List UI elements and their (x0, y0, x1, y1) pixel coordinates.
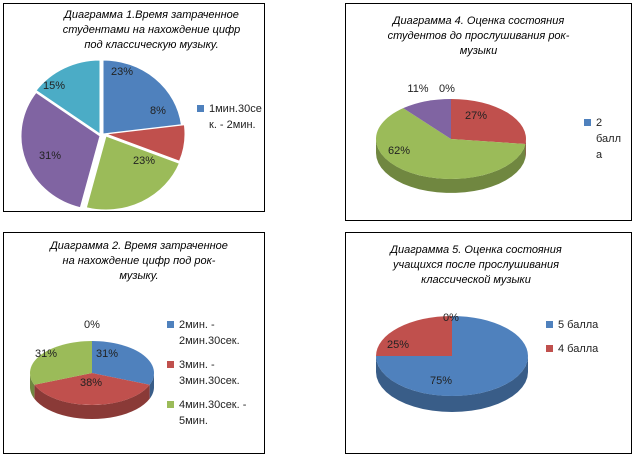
chart-panel-5: Диаграмма 5. Оценка состояния учащихся п… (345, 232, 632, 454)
data-label-3-1: 25% (387, 339, 409, 351)
pie-slice-0-4 (35, 59, 101, 135)
chart-4-pie: 27% 62% 11% 0% (376, 83, 526, 193)
chart-4-title-line-3: музыки (459, 45, 498, 57)
chart-5-title-line-2: учащихся после прослушивания (393, 259, 559, 271)
data-label-0-0: 23% (111, 66, 133, 78)
slice-side-1-1 (376, 139, 526, 193)
legend-text-3-0-0: 5 балла (558, 319, 599, 331)
chart-panel-4: Диаграмма 4. Оценка состояния студентов … (345, 3, 632, 221)
legend-text-2-2-0: 4мин.30сек. - (179, 399, 247, 411)
legend-item-2-1: 3мин. - 3мин.30сек. (167, 357, 263, 389)
chart-2-title-line-3: музыку. (119, 270, 159, 282)
slice-side-1-0 (525, 139, 526, 159)
chart-1-title-line-1: Диаграмма 1.Время затраченное (64, 9, 239, 21)
chart-1-legend: 1мин.30се к. - 2мин. (197, 101, 263, 133)
chart-4-title-line-2: студентов до прослушивания рок- (387, 30, 570, 42)
slice-side-2-0 (149, 373, 154, 399)
data-label-0-2: 23% (133, 155, 155, 167)
chart-2-pie: 31% 38% 31% 0% (29, 319, 155, 419)
legend-swatch-2-0 (167, 321, 174, 328)
data-label-2-2: 31% (35, 348, 57, 360)
data-label-3-0: 75% (430, 375, 452, 387)
chart-5-title-line-3: классической музыки (421, 274, 531, 286)
data-label-2-1: 38% (80, 377, 102, 389)
data-label-0-4: 15% (43, 80, 65, 92)
legend-item-0-0: 1мин.30се к. - 2мин. (197, 101, 263, 133)
legend-text-2-2-1: 5мин. (179, 415, 208, 427)
legend-text-0-0-0: 1мин.30се (209, 103, 262, 115)
legend-item-1-0: 2 балл а (584, 115, 629, 163)
chart-4-legend: 2 балл а (584, 115, 629, 163)
chart-5-title: Диаграмма 5. Оценка состояния учащихся п… (371, 243, 581, 288)
pie-slice-0-2 (85, 135, 181, 211)
chart-4-title: Диаграмма 4. Оценка состояния студентов … (366, 14, 591, 59)
legend-swatch-2-1 (167, 361, 174, 368)
legend-text-2-1-1: 3мин.30сек. (179, 375, 240, 387)
legend-text-1-0-0: 2 (596, 117, 603, 129)
chart-5-title-line-1: Диаграмма 5. Оценка состояния (390, 244, 562, 256)
legend-text-0-0-1: к. - 2мин. (209, 119, 256, 131)
legend-text-2-1-0: 3мин. - (179, 359, 215, 371)
data-label-1-2: 11% (407, 83, 428, 95)
chart-2-legend: 2мин. - 2мин.30сек. 3мин. - 3мин.30сек. 4мин… (167, 317, 263, 429)
legend-swatch-2-2 (167, 401, 174, 408)
data-label-1-0: 27% (465, 110, 487, 122)
data-label-2-3: 0% (84, 319, 100, 331)
legend-item-3-0: 5 балла (546, 317, 626, 333)
data-label-1-3: 0% (439, 83, 455, 95)
legend-text-1-0-1: балл (596, 133, 622, 145)
legend-item-2-0: 2мин. - 2мин.30сек. (167, 317, 263, 349)
pie-slice-2-1 (34, 373, 150, 405)
pie-slice-0-1 (105, 124, 186, 162)
data-label-0-3: 31% (39, 150, 61, 162)
data-label-0-1: 8% (150, 105, 166, 117)
chart-1-pie: 23% 8% 23% 31% 15% (20, 59, 186, 211)
legend-text-2-0-1: 2мин.30сек. (179, 335, 240, 347)
legend-text-3-1-0: 4 балла (558, 343, 599, 355)
chart-1-title-line-3: под классическую музыку. (84, 39, 219, 51)
pie-slice-2-2 (29, 341, 92, 385)
legend-text-1-0-2: а (596, 149, 603, 161)
legend-text-2-0-0: 2мин. - (179, 319, 215, 331)
pie-slice-1-0 (451, 99, 526, 145)
slice-side-2-2 (30, 373, 35, 399)
legend-swatch-3-1 (546, 345, 553, 352)
pie-slice-0-0 (102, 59, 182, 135)
legend-swatch-1-0 (584, 119, 591, 126)
legend-item-3-1: 4 балла (546, 341, 626, 357)
legend-item-2-2: 4мин.30сек. - 5мин. (167, 397, 263, 429)
chart-5-pie: 75% 25% 0% (376, 312, 528, 412)
slice-side-3-0 (376, 356, 528, 412)
chart-2-title-line-2: на нахождение цифр под рок- (62, 255, 216, 267)
slice-side-2-1 (34, 384, 150, 419)
pie-slice-3-1 (376, 316, 452, 356)
chart-1-title: Диаграмма 1.Время затраченное студентами… (44, 8, 259, 53)
chart-1-title-line-2: студентами на нахождение цифр (62, 24, 241, 36)
pie-slice-1-2 (403, 99, 451, 139)
legend-swatch-3-0 (546, 321, 553, 328)
pie-slice-2-0 (92, 341, 155, 385)
chart-4-title-line-1: Диаграмма 4. Оценка состояния (392, 15, 565, 27)
chart-2-title-line-1: Диаграмма 2. Время затраченное (50, 240, 228, 252)
chart-5-legend: 5 балла 4 балла (546, 317, 626, 357)
data-label-3-2: 0% (443, 312, 459, 324)
legend-swatch-0-0 (197, 105, 204, 112)
data-label-2-0: 31% (96, 348, 118, 360)
data-label-1-1: 62% (388, 145, 410, 157)
chart-panel-1: Диаграмма 1.Время затраченное студентами… (3, 3, 265, 212)
chart-2-title: Диаграмма 2. Время затраченное на нахожд… (29, 239, 249, 284)
pie-slice-0-3 (20, 91, 101, 209)
pie-slice-1-1 (376, 108, 526, 180)
chart-panel-2: Диаграмма 2. Время затраченное на нахожд… (3, 232, 265, 454)
